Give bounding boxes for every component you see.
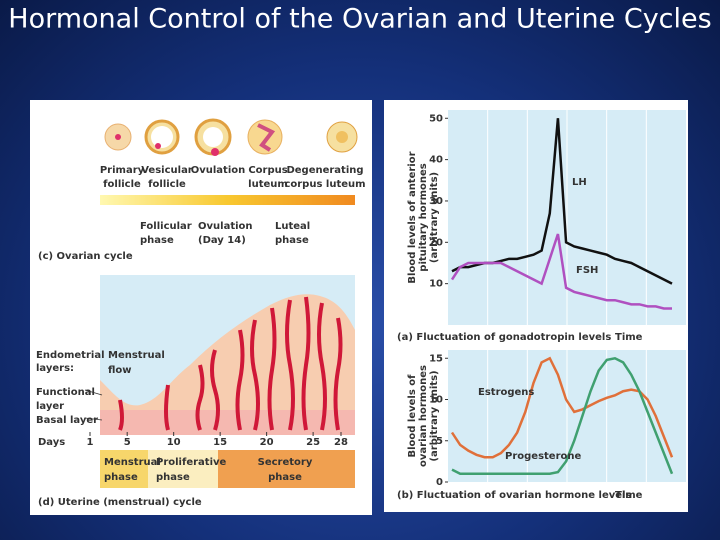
series-label: Progesterone — [505, 451, 582, 462]
menstrual-flow-label: Menstrual — [108, 350, 165, 361]
layer-pointers — [84, 389, 103, 421]
ovarian-timeline — [100, 195, 355, 205]
series-line — [450, 233, 672, 310]
uterine-phase-label: Menstrual — [104, 457, 161, 468]
spiral-arteries — [118, 296, 343, 431]
secretory-phase-bar — [218, 450, 355, 488]
series-line — [451, 356, 674, 475]
stage-label: follicle — [148, 179, 186, 190]
y-tick-label: 40 — [429, 155, 443, 166]
stage-label: Corpus — [248, 165, 287, 176]
menstrual-phase-bar — [100, 450, 148, 488]
y-tick-label: 15 — [429, 353, 443, 364]
chart-caption: (b) Fluctuation of ovarian hormone level… — [397, 490, 631, 501]
proliferative-phase-bar — [148, 450, 218, 488]
follicles — [104, 118, 358, 156]
y-tick-label: 30 — [429, 196, 443, 207]
day-label: 10 — [167, 437, 181, 448]
stage-label: follicle — [103, 179, 141, 190]
uterine-phase-label: phase — [156, 472, 190, 483]
days-label: Days — [38, 437, 65, 448]
uterine-phase-label: Secretory — [258, 457, 313, 468]
stage-label: Primary — [100, 165, 145, 176]
functional-layer-label: Functional — [36, 387, 95, 398]
day-label: 28 — [334, 437, 348, 448]
slide-title: Hormonal Control of the Ovarian and Uter… — [8, 4, 711, 35]
y-tick-label: 10 — [429, 279, 443, 290]
day-label: 20 — [260, 437, 274, 448]
phase-label: Follicular — [140, 221, 192, 232]
x-axis-label: Time — [615, 332, 643, 343]
y-axis-label: ovarian hormones — [418, 365, 429, 467]
stage-label: luteum — [248, 179, 288, 190]
day-label: 15 — [213, 437, 227, 448]
y-axis-label: Blood levels of anterior — [407, 151, 418, 283]
y-tick-label: 0 — [436, 477, 443, 488]
uterine-phase-label: Proliferative — [156, 457, 227, 468]
series-line — [450, 356, 674, 459]
basal-layer — [100, 410, 355, 435]
y-tick-label: 5 — [436, 436, 443, 447]
y-axis-label: Blood levels of — [407, 374, 418, 458]
stage-label: corpus luteum — [284, 179, 365, 190]
x-axis-label: Time — [615, 490, 643, 501]
y-tick-label: 50 — [429, 113, 443, 124]
series-label: Estrogens — [478, 387, 534, 398]
menstrual-flow-label: flow — [108, 365, 132, 376]
y-axis-label: (arbitrary units) — [429, 172, 440, 263]
panel-caption: (c) Ovarian cycle — [38, 251, 133, 262]
chart-caption: (a) Fluctuation of gonadotropin levels — [397, 332, 611, 343]
day-label: 5 — [124, 437, 131, 448]
basal-layer-label: Basal layer — [36, 415, 98, 426]
day-label: 1 — [87, 437, 94, 448]
y-tick-label: 20 — [429, 237, 443, 248]
series-label: LH — [572, 177, 587, 188]
phase-label: Ovulation — [198, 221, 253, 232]
y-tick-label: 10 — [429, 395, 443, 406]
phase-label: (Day 14) — [198, 235, 246, 246]
stage-label: Vesicular — [141, 165, 193, 176]
phase-label: phase — [275, 235, 309, 246]
uterine-phase-label: phase — [104, 472, 138, 483]
stage-label: Ovulation — [191, 165, 246, 176]
phase-label: Luteal — [275, 221, 310, 232]
day-label: 25 — [306, 437, 320, 448]
layers-label: layers: — [36, 363, 74, 374]
functional-layer-label: layer — [36, 401, 64, 412]
layers-label: Endometrial — [36, 350, 105, 361]
phase-label: phase — [140, 235, 174, 246]
y-axis-label: pituitary hormones — [418, 163, 429, 271]
panel-caption: (d) Uterine (menstrual) cycle — [38, 497, 202, 508]
y-axis-label: (arbitrary units) — [429, 370, 440, 461]
uterine-phase-label: phase — [268, 472, 302, 483]
series-label: FSH — [576, 265, 598, 276]
stage-label: Degenerating — [286, 165, 363, 176]
